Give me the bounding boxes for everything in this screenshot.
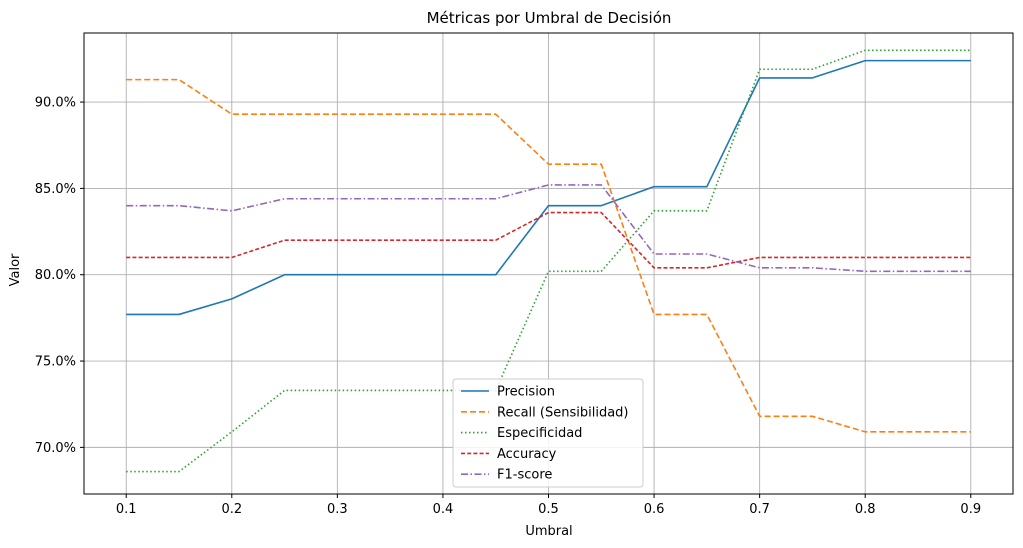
x-axis-title: Umbral <box>525 524 572 539</box>
y-tick-label: 70.0% <box>35 441 76 456</box>
x-tick-label: 0.9 <box>960 502 981 517</box>
x-tick-label: 0.8 <box>855 502 876 517</box>
y-axis-title: Valor <box>8 253 23 286</box>
x-tick-label: 0.6 <box>644 502 665 517</box>
x-tick-label: 0.3 <box>327 502 348 517</box>
x-tick-label: 0.5 <box>538 502 559 517</box>
x-tick-label: 0.1 <box>116 502 137 517</box>
chart-title: Métricas por Umbral de Decisión <box>427 9 672 27</box>
y-tick-label: 75.0% <box>35 355 76 370</box>
legend-label: Recall (Sensibilidad) <box>497 405 629 420</box>
x-tick-label: 0.2 <box>221 502 242 517</box>
y-tick-label: 90.0% <box>35 96 76 111</box>
legend-label: Accuracy <box>497 447 557 462</box>
legend-label: F1-score <box>497 468 552 483</box>
x-tick-label: 0.4 <box>433 502 454 517</box>
x-tick-label: 0.7 <box>749 502 770 517</box>
y-tick-label: 80.0% <box>35 268 76 283</box>
y-tick-label: 85.0% <box>35 182 76 197</box>
legend-label: Especificidad <box>497 426 582 441</box>
legend-label: Precision <box>497 385 555 400</box>
legend: Precision Recall (Sensibilidad) Especifici… <box>453 379 643 487</box>
